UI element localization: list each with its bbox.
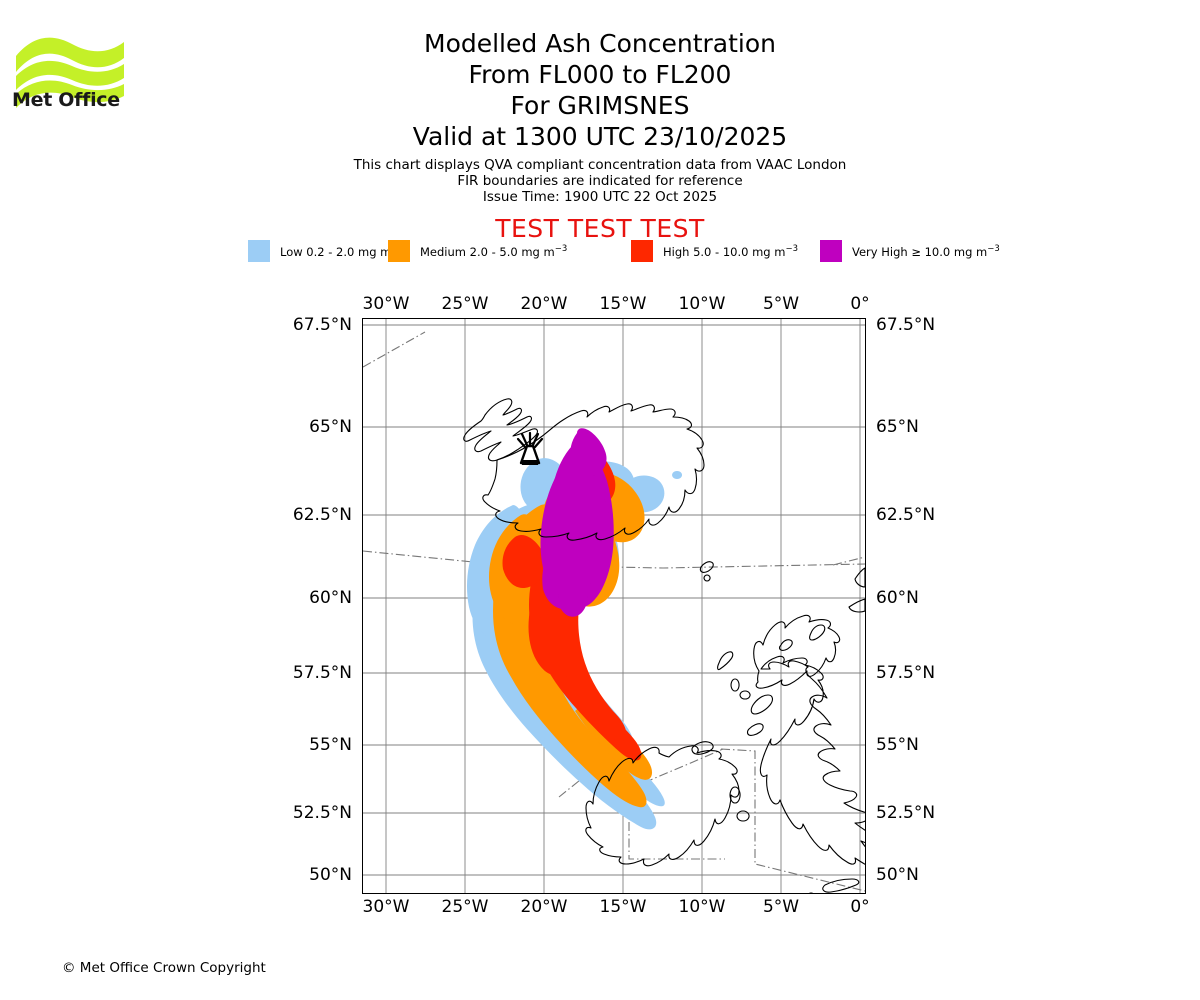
legend-label-1: Medium 2.0 - 5.0 mg m−3 <box>420 243 568 259</box>
faroe-small <box>703 574 711 582</box>
plume-band-very-high-notch <box>558 575 588 617</box>
faroes <box>699 561 714 573</box>
lat-tick-right-3: 60°N <box>876 588 919 608</box>
subtitle-line-2: FIR boundaries are indicated for referen… <box>457 173 743 190</box>
lat-tick-right-6: 52.5°N <box>876 803 936 823</box>
iceland-main <box>482 403 705 541</box>
ireland-ne <box>691 741 714 755</box>
outer-hebrides <box>717 651 734 671</box>
skye <box>750 694 773 715</box>
title-line-4: Valid at 1300 UTC 23/10/2025 <box>412 122 788 151</box>
lat-tick-left-0: 67.5°N <box>292 315 352 335</box>
legend-item-2: High 5.0 - 10.0 mg m−3 <box>631 240 798 262</box>
lon-tick-top-3: 15°W <box>599 294 647 314</box>
scotland-coast <box>753 614 841 689</box>
title-line-2: From FL000 to FL200 <box>468 60 732 89</box>
plume-band-very-high-apex <box>570 428 607 477</box>
copyright-notice: © Met Office Crown Copyright <box>62 960 266 976</box>
legend-item-3: Very High ≥ 10.0 mg m−3 <box>820 240 1000 262</box>
ash-plume <box>467 428 683 830</box>
lon-tick-bottom-3: 15°W <box>599 897 647 917</box>
title-line-1: Modelled Ash Concentration <box>424 29 776 58</box>
orkney <box>778 639 793 651</box>
france-coast <box>822 878 860 893</box>
lat-tick-left-5: 55°N <box>309 735 352 755</box>
legend-swatch-1 <box>388 240 410 262</box>
lon-tick-bottom-5: 5°W <box>762 897 800 917</box>
lat-tick-left-2: 62.5°N <box>292 505 352 525</box>
lat-tick-left-4: 57.5°N <box>292 663 352 683</box>
lon-tick-bottom-4: 10°W <box>678 897 726 917</box>
anglesey <box>736 810 750 822</box>
norway-edge <box>854 567 865 588</box>
shetland <box>809 624 826 641</box>
lat-tick-left-6: 52.5°N <box>292 803 352 823</box>
lat-tick-right-2: 62.5°N <box>876 505 936 525</box>
lon-tick-top-2: 20°W <box>520 294 568 314</box>
lon-tick-bottom-1: 25°W <box>441 897 489 917</box>
lat-tick-left-3: 60°N <box>309 588 352 608</box>
lon-tick-top-0: 30°W <box>362 294 410 314</box>
lat-tick-right-1: 65°N <box>876 417 919 437</box>
page-title: Modelled Ash Concentration From FL000 to… <box>0 28 1200 152</box>
legend-item-0: Low 0.2 - 2.0 mg m−3 <box>248 240 404 262</box>
isle-of-man <box>729 786 741 804</box>
subtitle-line-1: This chart displays QVA compliant concen… <box>353 157 847 173</box>
islay <box>746 723 764 736</box>
ireland-coast <box>585 745 740 867</box>
legend-item-1: Medium 2.0 - 5.0 mg m−3 <box>388 240 567 262</box>
met-office-logo <box>16 37 124 108</box>
map-plot-area <box>362 318 866 894</box>
title-line-3: For GRIMSNES <box>510 91 690 120</box>
plume-band-high-nwspur <box>502 535 546 589</box>
lon-tick-bottom-6: 0° <box>850 897 870 917</box>
norway-edge2 <box>848 598 865 613</box>
volcano-marker-icon <box>516 431 544 465</box>
legend-label-0: Low 0.2 - 2.0 mg m−3 <box>280 244 404 259</box>
coastlines <box>463 398 865 893</box>
lon-tick-top-4: 10°W <box>678 294 726 314</box>
lat-tick-left-1: 65°N <box>309 417 352 437</box>
hebrides-small1 <box>730 678 740 692</box>
plume-band-low-e-speck1 <box>672 471 683 479</box>
lon-tick-bottom-0: 30°W <box>362 897 410 917</box>
lon-tick-top-1: 25°W <box>441 294 489 314</box>
lat-tick-right-4: 57.5°N <box>876 663 936 683</box>
legend-swatch-2 <box>631 240 653 262</box>
lon-tick-top-6: 0° <box>850 294 870 314</box>
subtitle-line-3: Issue Time: 1900 UTC 22 Oct 2025 <box>482 189 718 206</box>
chart-subtitle: This chart displays QVA compliant concen… <box>0 157 1200 206</box>
brand-name: Met Office <box>12 89 120 111</box>
concentration-legend: Low 0.2 - 2.0 mg m−3 Medium 2.0 - 5.0 mg … <box>248 240 1000 264</box>
hebrides-small2 <box>739 690 751 700</box>
lon-tick-bottom-2: 20°W <box>520 897 568 917</box>
map-gridlines <box>363 319 865 893</box>
iceland-coast <box>463 398 538 462</box>
britain-coast <box>759 655 865 865</box>
test-banner: TEST TEST TEST <box>495 214 705 243</box>
lat-tick-right-0: 67.5°N <box>876 315 936 335</box>
legend-swatch-0 <box>248 240 270 262</box>
legend-label-3: Very High ≥ 10.0 mg m−3 <box>852 243 1000 259</box>
legend-swatch-3 <box>820 240 842 262</box>
lat-tick-right-5: 55°N <box>876 735 919 755</box>
legend-label-2: High 5.0 - 10.0 mg m−3 <box>663 243 798 259</box>
lat-tick-left-7: 50°N <box>309 865 352 885</box>
lat-tick-right-7: 50°N <box>876 865 919 885</box>
lon-tick-top-5: 5°W <box>762 294 800 314</box>
